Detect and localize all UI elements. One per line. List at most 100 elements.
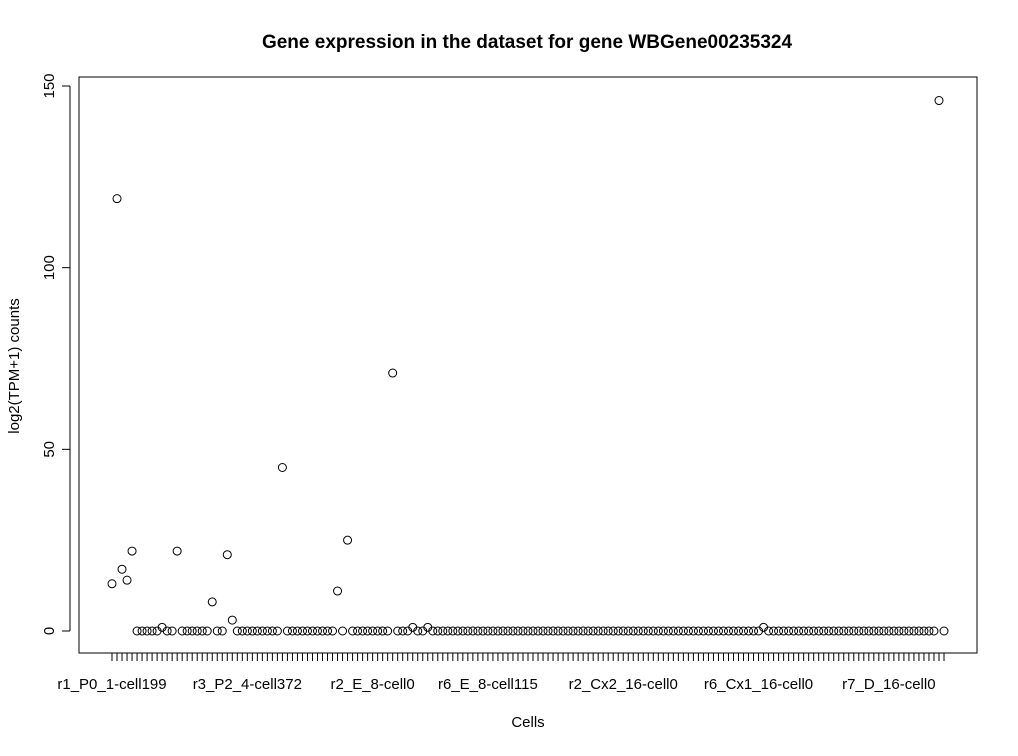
x-tick-label: r2_E_8-cell0 — [331, 676, 415, 693]
data-point — [212, 626, 222, 636]
data-point — [804, 626, 814, 636]
data-point — [242, 626, 252, 636]
x-tick-label: r2_Cx2_16-cell0 — [569, 676, 678, 693]
data-point — [312, 626, 322, 636]
data-point — [914, 626, 924, 636]
data-point — [673, 626, 683, 636]
data-point — [608, 626, 618, 636]
data-point — [508, 626, 518, 636]
y-tick-label: 0 — [41, 627, 58, 635]
data-point — [232, 626, 242, 636]
data-point — [137, 626, 147, 636]
data-point — [879, 626, 889, 636]
data-point — [794, 626, 804, 636]
data-point — [363, 626, 373, 636]
data-point — [789, 626, 799, 636]
data-point — [939, 626, 949, 636]
data-point — [824, 626, 834, 636]
data-point — [538, 626, 548, 636]
data-point — [192, 626, 202, 636]
data-point — [463, 626, 473, 636]
data-point — [628, 626, 638, 636]
data-point — [292, 626, 302, 636]
data-point — [819, 626, 829, 636]
data-point — [884, 626, 894, 636]
data-point — [307, 626, 317, 636]
data-point — [112, 194, 122, 204]
data-point — [874, 626, 884, 636]
data-point — [488, 626, 498, 636]
data-point — [749, 626, 759, 636]
data-point — [889, 626, 899, 636]
y-axis-label: log2(TPM+1) counts — [6, 298, 23, 433]
data-point — [323, 626, 333, 636]
data-point — [353, 626, 363, 636]
data-point — [252, 626, 262, 636]
data-points — [107, 96, 949, 636]
data-point — [187, 626, 197, 636]
data-point — [177, 626, 187, 636]
data-point — [658, 626, 668, 636]
data-point — [172, 546, 182, 556]
data-point — [854, 626, 864, 636]
data-point — [383, 626, 393, 636]
data-point — [718, 626, 728, 636]
data-point — [297, 626, 307, 636]
data-point — [167, 626, 177, 636]
data-point — [333, 586, 343, 596]
data-point — [518, 626, 528, 636]
data-point — [478, 626, 488, 636]
data-point — [348, 626, 358, 636]
data-point — [127, 546, 137, 556]
data-point — [713, 626, 723, 636]
data-point — [222, 550, 232, 560]
data-point — [638, 626, 648, 636]
data-point — [723, 626, 733, 636]
data-point — [583, 626, 593, 636]
data-point — [282, 626, 292, 636]
data-point — [894, 626, 904, 636]
data-point — [338, 626, 348, 636]
x-axis: r1_P0_1-cell199 r3_P2_4-cell372 r2_E_8-cel… — [57, 653, 945, 693]
data-point — [774, 626, 784, 636]
data-point — [678, 626, 688, 636]
data-point — [693, 626, 703, 636]
data-point — [262, 626, 272, 636]
x-tick-label: r3_P2_4-cell372 — [193, 676, 302, 693]
data-point — [398, 626, 408, 636]
data-point — [438, 626, 448, 636]
data-point — [523, 626, 533, 636]
data-point — [513, 626, 523, 636]
data-point — [814, 626, 824, 636]
data-point — [613, 626, 623, 636]
data-point — [373, 626, 383, 636]
x-axis-label: Cells — [511, 714, 544, 731]
data-point — [688, 626, 698, 636]
data-point — [543, 626, 553, 636]
data-point — [734, 626, 744, 636]
data-point — [603, 626, 613, 636]
data-point — [393, 626, 403, 636]
data-point — [663, 626, 673, 636]
data-point — [388, 368, 398, 378]
data-point — [728, 626, 738, 636]
data-point — [147, 626, 157, 636]
data-point — [483, 626, 493, 636]
data-point — [458, 626, 468, 636]
y-tick-label: 100 — [41, 255, 58, 280]
data-point — [643, 626, 653, 636]
data-point — [202, 626, 212, 636]
data-point — [358, 626, 368, 636]
data-point — [318, 626, 328, 636]
data-point — [904, 626, 914, 636]
data-point — [227, 615, 237, 625]
data-point — [683, 626, 693, 636]
data-point — [924, 626, 934, 636]
data-point — [899, 626, 909, 636]
data-point — [207, 597, 217, 607]
x-tick-label: r6_E_8-cell115 — [438, 676, 538, 693]
data-point — [573, 626, 583, 636]
data-point — [277, 463, 287, 472]
data-point — [779, 626, 789, 636]
